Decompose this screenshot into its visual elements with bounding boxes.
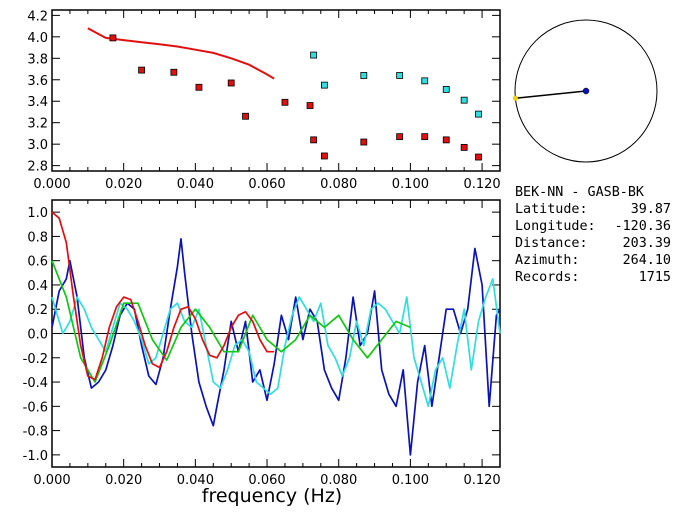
- x-tick-label: 0.120: [463, 473, 500, 488]
- y-tick-label: -0.4: [23, 376, 48, 391]
- info-label: Azimuth:: [515, 253, 580, 268]
- info-label: Distance:: [515, 236, 588, 251]
- y-tick-label: 3.4: [27, 95, 48, 110]
- y-tick-label: 4.2: [27, 9, 48, 24]
- series-line: [51, 260, 411, 383]
- x-tick-label: 0.020: [105, 473, 142, 488]
- info-row-azimuth: Azimuth: 264.10: [515, 252, 671, 269]
- y-tick-label: 0.0: [27, 328, 48, 343]
- x-tick-label: 0.000: [33, 177, 70, 192]
- x-tick-label: 0.040: [177, 473, 214, 488]
- x-tick-label: 0.080: [320, 177, 357, 192]
- data-point: [396, 72, 404, 79]
- data-point: [281, 98, 289, 106]
- y-tick-label: 3.8: [27, 52, 48, 67]
- info-value: 39.87: [630, 202, 671, 217]
- series-line: [51, 237, 501, 456]
- info-row-records: Records: 1715: [515, 269, 671, 286]
- station-info-panel: BEK-NN - GASB-BK Latitude: 39.87 Longitud…: [515, 184, 671, 286]
- y-tick-label: 0.4: [27, 279, 48, 294]
- x-tick-label: 0.040: [177, 177, 214, 192]
- y-tick-label: 3.2: [27, 117, 48, 132]
- data-point: [109, 34, 117, 42]
- azimuth-ring: [514, 19, 658, 163]
- y-tick-label: 3.6: [27, 74, 48, 89]
- data-point: [138, 66, 146, 74]
- y-tick-label: 0.8: [27, 230, 48, 245]
- plot-frame: [51, 9, 501, 172]
- data-point: [360, 138, 368, 146]
- data-point: [460, 143, 468, 151]
- azimuth-line: [515, 90, 587, 100]
- data-point: [310, 51, 318, 59]
- x-tick-label: 0.100: [392, 177, 429, 192]
- x-tick-label: 0.100: [392, 473, 429, 488]
- y-tick-label: -1.0: [23, 449, 48, 464]
- series-line: [51, 278, 501, 408]
- data-point: [442, 136, 450, 144]
- data-point: [170, 68, 178, 76]
- data-point: [475, 153, 482, 161]
- correlation-plot: 0.000 0.020 0.040 0.060 0.080 0.100 0.120 1.0 0.…: [23, 199, 501, 488]
- x-tick-label: 0.000: [33, 473, 70, 488]
- y-tick-label: 1.0: [27, 206, 48, 221]
- series-line: [51, 211, 275, 381]
- station-dot: [582, 87, 590, 95]
- data-point: [227, 79, 235, 87]
- info-value: -120.36: [614, 219, 671, 234]
- dispersion-curve: [87, 27, 275, 80]
- info-row-latitude: Latitude: 39.87: [515, 201, 671, 218]
- velocity-plot: 0.000 0.020 0.040 0.060 0.080 0.100 0.120 2.8 3.…: [27, 9, 501, 192]
- azimuth-circle: [512, 19, 658, 163]
- info-value: 203.39: [622, 236, 671, 251]
- data-point: [310, 136, 318, 144]
- y-tick-label: 4.0: [27, 31, 48, 46]
- data-point: [421, 133, 429, 141]
- info-label: Longitude:: [515, 219, 596, 234]
- y-tick-label: 0.2: [27, 303, 48, 318]
- info-value: 1715: [638, 270, 671, 285]
- info-value: 264.10: [622, 253, 671, 268]
- y-tick-label: -0.8: [23, 425, 48, 440]
- data-point: [442, 86, 450, 93]
- info-row-distance: Distance: 203.39: [515, 235, 671, 252]
- x-tick-label: 0.060: [248, 177, 285, 192]
- data-point: [475, 110, 482, 118]
- info-label: Latitude:: [515, 202, 588, 217]
- data-point: [421, 77, 429, 85]
- y-tick-label: -0.6: [23, 400, 48, 415]
- x-tick-label: 0.120: [463, 177, 500, 192]
- y-tick-label: 2.8: [27, 160, 48, 175]
- x-tick-label: 0.080: [320, 473, 357, 488]
- data-point: [360, 72, 368, 79]
- data-point: [396, 133, 404, 141]
- x-tick-label: 0.060: [248, 473, 285, 488]
- data-point: [195, 83, 203, 91]
- data-point: [320, 152, 328, 160]
- data-point: [320, 81, 328, 89]
- data-point: [460, 96, 468, 104]
- y-tick-label: 3.0: [27, 138, 48, 153]
- station-pair: BEK-NN - GASB-BK: [515, 185, 644, 200]
- source-dot: [512, 95, 518, 101]
- x-tick-label: 0.020: [105, 177, 142, 192]
- data-point: [306, 102, 314, 109]
- y-tick-label: -0.2: [23, 352, 48, 367]
- data-point: [242, 112, 249, 120]
- info-label: Records:: [515, 270, 580, 285]
- info-row-longitude: Longitude: -120.36: [515, 218, 671, 235]
- y-tick-label: 0.6: [27, 255, 48, 270]
- x-axis-label: frequency (Hz): [202, 485, 342, 507]
